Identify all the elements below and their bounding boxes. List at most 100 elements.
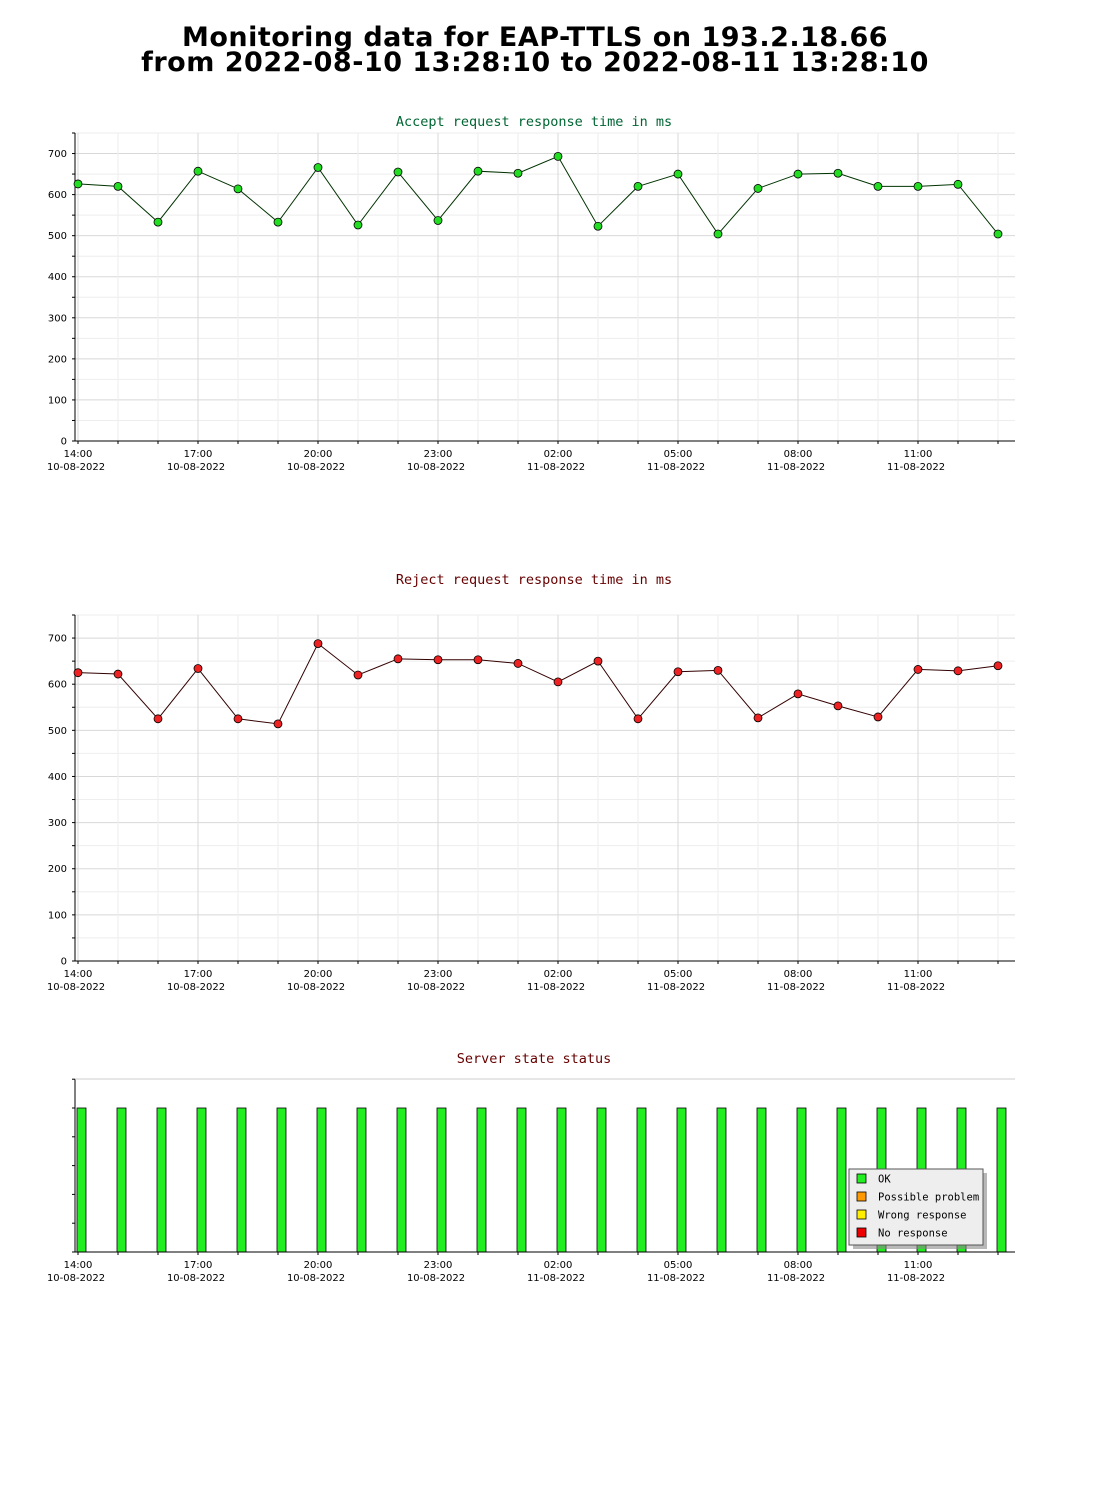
reject-chart-x-tick-date: 10-08-2022 bbox=[287, 982, 345, 993]
data-point bbox=[713, 665, 723, 675]
data-point bbox=[513, 168, 523, 178]
reject-chart-x-tick-date: 10-08-2022 bbox=[47, 982, 105, 993]
y-tick-label: 100 bbox=[48, 910, 67, 921]
y-tick-label: 600 bbox=[48, 190, 67, 201]
reject-chart-x-tick-date: 11-08-2022 bbox=[767, 982, 825, 993]
status-chart-x-tick-date: 11-08-2022 bbox=[647, 1273, 705, 1284]
status-chart-x-tick-date: 10-08-2022 bbox=[47, 1273, 105, 1284]
data-point bbox=[273, 217, 283, 227]
status-bar bbox=[196, 1107, 207, 1253]
data-point bbox=[753, 184, 763, 193]
data-point bbox=[913, 665, 923, 674]
status-chart-x-tick-time: 23:00 bbox=[424, 1260, 453, 1271]
data-point bbox=[953, 666, 963, 676]
accept-chart-x-tick-time: 23:00 bbox=[424, 449, 453, 460]
data-point bbox=[593, 656, 603, 666]
data-point bbox=[233, 714, 243, 724]
legend-box bbox=[848, 1168, 984, 1246]
y-tick-label: 700 bbox=[48, 149, 67, 160]
data-point bbox=[513, 659, 523, 668]
status-bar bbox=[356, 1107, 367, 1253]
y-tick-label: 0 bbox=[61, 957, 67, 968]
reject-chart-x-tick-date: 11-08-2022 bbox=[647, 982, 705, 993]
reject-chart-x-tick-time: 17:00 bbox=[184, 969, 213, 980]
accept-chart-x-tick-time: 02:00 bbox=[544, 449, 573, 460]
data-point bbox=[673, 169, 683, 179]
reject-chart: 0 100 200 300 400 500 600 700 bbox=[48, 614, 1015, 968]
data-point bbox=[233, 184, 243, 194]
reject-chart-x-tick-date: 10-08-2022 bbox=[407, 982, 465, 993]
accept-chart-x-tick-time: 11:00 bbox=[904, 449, 933, 460]
status-bar bbox=[756, 1107, 767, 1253]
data-point bbox=[193, 166, 203, 176]
y-tick-label: 300 bbox=[48, 313, 67, 324]
reject-chart-x-tick-time: 23:00 bbox=[424, 969, 453, 980]
y-tick-label: 500 bbox=[48, 726, 67, 737]
status-chart-x-tick-date: 10-08-2022 bbox=[287, 1273, 345, 1284]
y-tick-label: 200 bbox=[48, 354, 67, 365]
accept-chart-x-tick-date: 11-08-2022 bbox=[647, 462, 705, 473]
data-point bbox=[873, 712, 883, 722]
data-point bbox=[433, 655, 443, 665]
reject-chart-x-tick-time: 20:00 bbox=[304, 969, 333, 980]
legend-label: No response bbox=[878, 1228, 948, 1240]
data-point bbox=[993, 229, 1003, 239]
status-chart-x-tick-date: 11-08-2022 bbox=[527, 1273, 585, 1284]
data-point bbox=[673, 667, 683, 677]
data-point bbox=[153, 217, 163, 227]
data-point bbox=[713, 229, 723, 239]
status-bar bbox=[476, 1107, 487, 1253]
legend-swatch bbox=[856, 1173, 867, 1184]
reject-chart-x-tick-date: 11-08-2022 bbox=[887, 982, 945, 993]
series-line bbox=[77, 642, 999, 725]
status-bar bbox=[236, 1107, 247, 1253]
y-tick-label: 100 bbox=[48, 395, 67, 406]
y-tick-label: 500 bbox=[48, 231, 67, 242]
data-point bbox=[793, 689, 803, 699]
data-point bbox=[553, 152, 563, 161]
reject-chart-x-tick-time: 11:00 bbox=[904, 969, 933, 980]
data-point bbox=[753, 713, 763, 723]
accept-chart-x-tick-time: 14:00 bbox=[64, 449, 93, 460]
data-point bbox=[313, 639, 323, 649]
data-point bbox=[353, 220, 363, 230]
reject-chart-x-tick-time: 08:00 bbox=[784, 969, 813, 980]
data-point bbox=[313, 163, 323, 172]
data-point bbox=[153, 714, 163, 724]
accept-chart-title: Accept request response time in ms bbox=[396, 114, 672, 130]
data-point bbox=[633, 181, 643, 191]
data-point bbox=[913, 181, 923, 191]
status-bar bbox=[716, 1107, 727, 1253]
reject-chart-x-tick-date: 11-08-2022 bbox=[527, 982, 585, 993]
data-point bbox=[793, 169, 803, 179]
status-legend: OK Possible problem Wrong response No respo… bbox=[848, 1168, 987, 1249]
status-chart-x-tick-date: 10-08-2022 bbox=[407, 1273, 465, 1284]
data-point bbox=[473, 655, 483, 665]
reject-chart-x-tick-time: 02:00 bbox=[544, 969, 573, 980]
status-bar bbox=[836, 1107, 847, 1253]
legend-swatch bbox=[856, 1227, 867, 1238]
status-bar bbox=[636, 1107, 647, 1253]
y-tick-label: 0 bbox=[61, 437, 67, 448]
legend-swatch bbox=[856, 1209, 867, 1220]
data-point bbox=[113, 669, 123, 679]
data-point bbox=[633, 714, 643, 724]
status-bar bbox=[596, 1107, 607, 1253]
status-bar bbox=[436, 1107, 447, 1253]
status-chart-title: Server state status bbox=[457, 1051, 611, 1067]
data-point bbox=[433, 216, 443, 225]
status-chart-x-tick-date: 11-08-2022 bbox=[887, 1273, 945, 1284]
y-tick-label: 300 bbox=[48, 818, 67, 829]
data-point bbox=[553, 677, 563, 687]
accept-chart-x-tick-date: 11-08-2022 bbox=[527, 462, 585, 473]
accept-chart-x-tick-date: 10-08-2022 bbox=[167, 462, 225, 473]
legend-swatch bbox=[856, 1191, 867, 1202]
reject-chart-title: Reject request response time in ms bbox=[396, 572, 672, 588]
data-point bbox=[873, 181, 883, 191]
data-point bbox=[473, 166, 483, 176]
data-point bbox=[833, 701, 843, 711]
reject-chart-x-tick-time: 05:00 bbox=[664, 969, 693, 980]
data-point bbox=[193, 664, 203, 673]
status-chart: OK Possible problem Wrong response No respo… bbox=[72, 1078, 1015, 1255]
